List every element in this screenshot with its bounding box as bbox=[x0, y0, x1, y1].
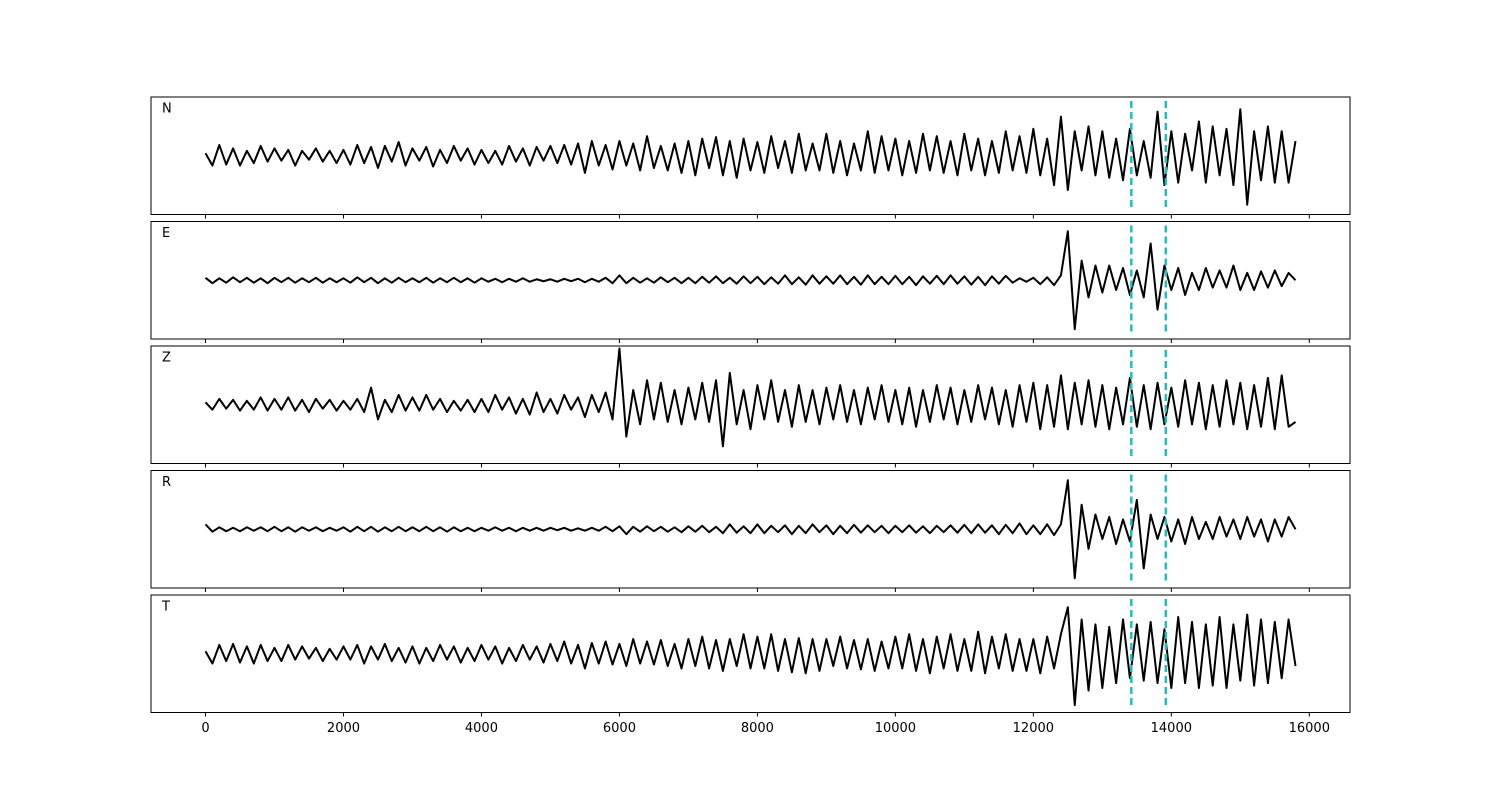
x-tick-label: 12000 bbox=[1013, 721, 1054, 736]
panel-frame bbox=[150, 96, 1351, 215]
panel-frame bbox=[150, 345, 1351, 464]
panel-label: E bbox=[162, 226, 170, 241]
trace bbox=[204, 230, 1297, 331]
panel-label: Z bbox=[162, 351, 171, 366]
x-tick-label: 6000 bbox=[603, 721, 636, 736]
trace bbox=[204, 108, 1297, 206]
trace bbox=[204, 347, 1297, 448]
panel-frame bbox=[150, 594, 1351, 713]
panel-frame bbox=[150, 470, 1351, 589]
x-tick-label: 0 bbox=[201, 721, 209, 736]
x-tick-label: 16000 bbox=[1289, 721, 1330, 736]
x-tick-label: 4000 bbox=[465, 721, 498, 736]
panel-label: R bbox=[162, 475, 171, 490]
trace bbox=[204, 606, 1297, 707]
trace bbox=[204, 479, 1297, 580]
x-tick-label: 14000 bbox=[1151, 721, 1192, 736]
panel-frame bbox=[150, 221, 1351, 340]
x-tick-label: 8000 bbox=[741, 721, 774, 736]
x-tick-label: 2000 bbox=[327, 721, 360, 736]
panel-label: T bbox=[161, 600, 170, 615]
x-tick-label: 10000 bbox=[875, 721, 916, 736]
panel-label: N bbox=[162, 102, 172, 117]
